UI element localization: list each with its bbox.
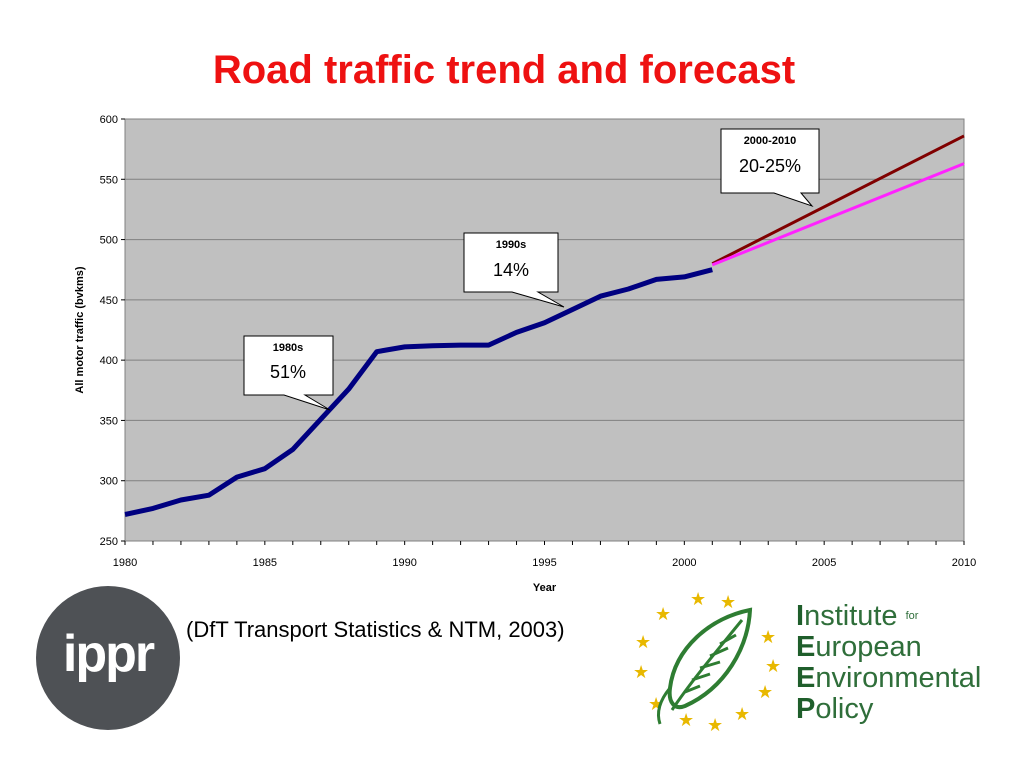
y-tick-label: 350 [100,415,118,427]
line-chart: 250 300 350 400 450 500 550 600 1980 1985 1990 199… [74,114,976,594]
ieep-line-european: European [796,631,922,663]
x-tick-label: 2005 [812,557,836,569]
svg-text:★: ★ [633,662,649,683]
callout-1990s-period: 1990s [496,239,527,251]
y-tick-label: 250 [100,536,118,548]
ippr-logo: ippr [36,586,180,730]
ieep-line-institute: Institute for [796,600,919,632]
y-tick-label: 400 [100,355,118,367]
svg-text:★: ★ [757,682,773,703]
x-axis-label: Year [533,582,557,594]
y-axis-ticks: 250 300 350 400 450 500 550 600 [100,114,125,548]
y-tick-label: 600 [100,114,118,126]
callout-1980s-period: 1980s [273,342,304,354]
callout-1980s-value: 51% [270,362,306,382]
callout-1990s: 1990s 14% [463,232,565,308]
x-tick-label: 2010 [952,557,976,569]
y-tick-label: 550 [100,174,118,186]
svg-text:★: ★ [720,592,736,613]
series-history-line [124,267,713,517]
svg-text:★: ★ [655,604,671,625]
callout-2000-2010-value: 20-25% [739,156,801,176]
y-tick-label: 450 [100,295,118,307]
callout-2000-2010: 2000-2010 20-25% [720,128,820,208]
svg-text:★: ★ [678,710,694,731]
svg-text:★: ★ [635,632,651,653]
callout-2000-2010-period: 2000-2010 [744,135,797,147]
callout-2000-2010-box [720,128,820,208]
plot-area [124,118,965,542]
callout-1980s: 1980s 51% [243,335,334,411]
svg-text:★: ★ [760,627,776,648]
svg-text:★: ★ [765,656,781,677]
ieep-line-policy: Policy [796,693,874,725]
ieep-line-environmental: Environmental [796,662,982,694]
x-axis-ticks: 1980 1985 1990 1995 2000 2005 2010 [113,541,976,569]
svg-text:★: ★ [734,704,750,725]
x-tick-label: 1980 [113,557,137,569]
x-tick-label: 2000 [672,557,696,569]
x-tick-label: 1995 [532,557,556,569]
callout-1980s-box [243,335,334,411]
y-tick-label: 300 [100,476,118,488]
series-lines [124,134,965,517]
series-forecast-high-line [711,134,965,266]
y-axis-label: All motor traffic (bvkms) [74,266,86,393]
series-forecast-low-line [711,162,965,267]
y-tick-label: 500 [100,235,118,247]
callout-1990s-box [463,232,565,308]
svg-text:★: ★ [707,715,723,736]
svg-text:★: ★ [690,589,706,610]
source-note: (DfT Transport Statistics & NTM, 2003) [186,617,565,642]
page-title: Road traffic trend and forecast [212,48,796,92]
callouts: 1980s 51% 1990s 14% 2000-2010 20-25% [243,128,820,411]
ieep-wordmark: Institute for European Environmental Pol… [796,601,1016,725]
callout-1990s-value: 14% [493,260,529,280]
star-ring: ★ ★ ★ ★ ★ ★ ★ ★ ★ ★ ★ ★ [633,589,781,736]
x-tick-label: 1990 [392,557,416,569]
x-tick-label: 1985 [253,557,277,569]
ieep-leaf-emblem-icon: ★ ★ ★ ★ ★ ★ ★ ★ ★ ★ ★ ★ [633,589,781,736]
ippr-logo-text: ippr [62,625,155,683]
